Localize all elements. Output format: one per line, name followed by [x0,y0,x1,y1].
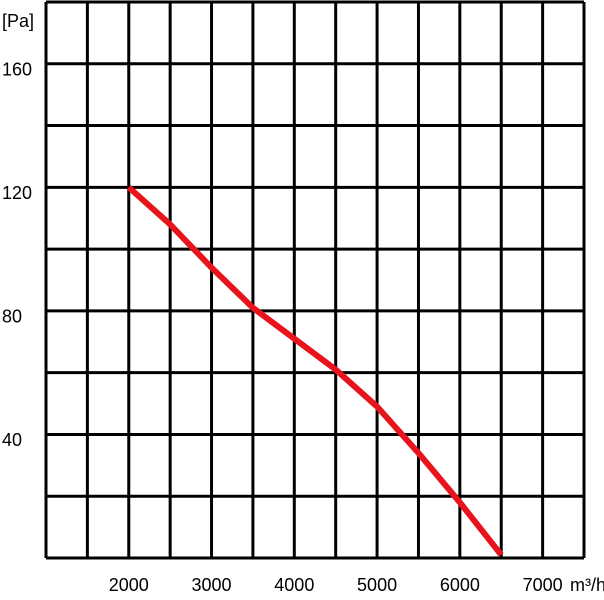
x-axis-label: m³/h [570,575,604,595]
x-tick-label: 4000 [274,575,314,595]
x-tick-label: 5000 [357,575,397,595]
x-tick-label: 2000 [109,575,149,595]
y-axis-label: [Pa] [2,11,34,31]
y-tick-label: 40 [2,430,22,450]
y-tick-label: 80 [2,307,22,327]
x-tick-label: 7000 [523,575,563,595]
data-line [126,185,504,557]
y-tick-label: 160 [2,60,32,80]
x-tick-label: 3000 [192,575,232,595]
y-tick-label: 120 [2,183,32,203]
x-tick-label: 6000 [440,575,480,595]
